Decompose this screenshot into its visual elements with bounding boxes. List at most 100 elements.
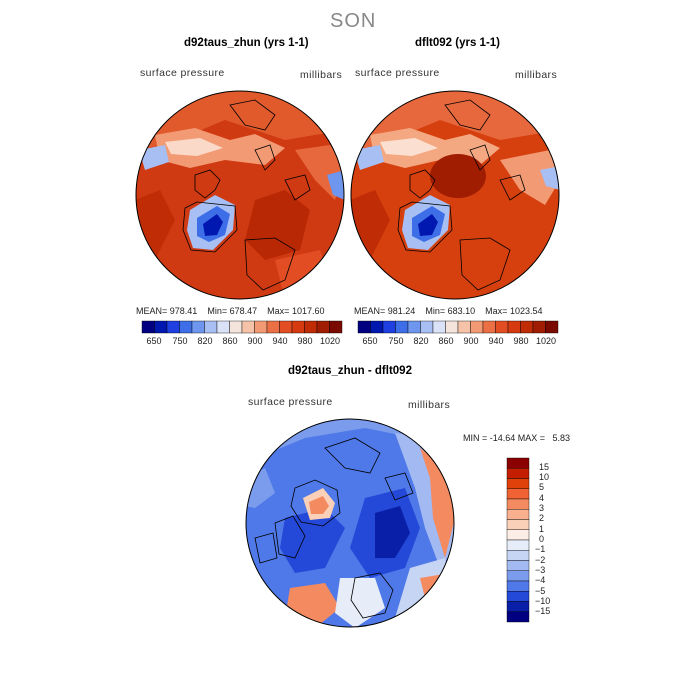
colorbar-swatch [506,468,530,479]
panel-1-min-value: 678.47 [229,306,258,316]
colorbar-swatch [457,320,471,334]
colorbar-swatch [506,560,530,571]
cbar-tick: 860 [222,336,238,346]
colorbar-swatch [545,320,559,334]
colorbar-swatch [229,320,243,334]
panel-1-mean-label: MEAN= [136,306,168,316]
cbar-tick: 980 [513,336,529,346]
colorbar-swatch [304,320,318,334]
vcbar-label: 15 [539,462,550,472]
cbar-tick: 650 [362,336,378,346]
panel-1-variable-label: surface pressure [140,67,225,79]
colorbar-swatch [532,320,546,334]
cbar-tick: 650 [146,336,162,346]
colorbar-swatch [507,320,521,334]
page-title: SON [330,10,377,32]
cbar-tick: 940 [488,336,504,346]
vcbar-label: 1 [539,524,545,534]
cbar-tick: 940 [272,336,288,346]
panel-1-stats: MEAN= 978.41 Min= 678.47 Max= 1017.60 [136,306,324,316]
colorbar-swatch [506,550,530,561]
colorbar-swatch [329,320,343,334]
colorbar-swatch [445,320,459,334]
cbar-tick: 1020 [319,336,341,346]
vcbar-label: 5 [539,482,545,492]
panel-1-mean-value: 978.41 [169,306,198,316]
panel-3-title: d92taus_zhun - dflt092 [288,365,412,377]
colorbar-swatch [506,457,530,469]
colorbar-swatch [216,320,230,334]
cbar-tick: 980 [297,336,313,346]
colorbar-swatch [279,320,293,334]
colorbar-swatch [179,320,193,334]
vcbar-label: −10 [535,596,551,606]
panel-2-min-value: 683.10 [447,306,476,316]
panel-1-map [135,90,345,300]
vcbar-label: −15 [535,606,551,616]
panel-2-mean-value: 981.24 [387,306,416,316]
panel-3-colorbar-labels: 15 10 5 4 3 2 1 0 −1 −2 −3 −4 −5 −10 −15 [535,458,575,628]
cbar-tick: 820 [413,336,429,346]
panel-2-stats: MEAN= 981.24 Min= 683.10 Max= 1023.54 [354,306,542,316]
colorbar-swatch [204,320,218,334]
colorbar-swatch [506,539,530,551]
vcbar-label: 10 [539,472,550,482]
colorbar-swatch [506,591,530,602]
colorbar-swatch [506,580,530,592]
colorbar-swatch [506,519,530,530]
vcbar-label: 3 [539,503,545,513]
colorbar-swatch [266,320,280,334]
colorbar-swatch [506,570,530,582]
colorbar-swatch [506,601,530,612]
cbar-tick: 900 [247,336,263,346]
panel-3-variable-label: surface pressure [248,396,333,408]
colorbar-swatch [316,320,330,334]
colorbar-swatch [420,320,434,334]
colorbar-swatch [191,320,205,334]
panel-3-minmax: MIN = -14.64 MAX = 5.83 [463,433,571,443]
panel-2-units-label: millibars [515,69,558,81]
panel-3-map [245,418,455,628]
cbar-tick: 750 [388,336,404,346]
colorbar-swatch [370,320,384,334]
vcbar-label: 0 [539,534,545,544]
colorbar-swatch [166,320,180,334]
vcbar-label: −2 [535,555,546,565]
panel-1-max-value: 1017.60 [291,306,325,316]
cbar-tick: 750 [172,336,188,346]
colorbar-swatch [141,320,155,334]
colorbar-swatch [291,320,305,334]
panel-3-units-label: millibars [408,399,451,411]
panel-2-max-value: 1023.54 [509,306,543,316]
panel-1-title: d92taus_zhun (yrs 1-1) [184,37,309,49]
colorbar-swatch [482,320,496,334]
panel-1-min-label: Min= [207,306,228,316]
vcbar-label: −3 [535,565,546,575]
panel-1-colorbar-ticks: 650 750 820 860 900 940 980 1020 [142,336,342,348]
panel-1-max-label: Max= [267,306,290,316]
vcbar-label: 4 [539,493,545,503]
vcbar-label: 2 [539,513,545,523]
colorbar-swatch [395,320,409,334]
colorbar-swatch [357,320,371,334]
colorbar-swatch [506,529,530,541]
panel-3-colorbar [506,457,530,623]
cbar-tick: 820 [197,336,213,346]
colorbar-swatch [241,320,255,334]
panel-1-units-label: millibars [300,69,343,81]
colorbar-swatch [506,478,530,489]
panel-2-colorbar-ticks: 650 750 820 860 900 940 980 1020 [358,336,558,348]
panel-2-map [350,90,560,300]
panel-2-variable-label: surface pressure [355,67,440,79]
colorbar-swatch [254,320,268,334]
vcbar-label: −5 [535,586,546,596]
colorbar-swatch [407,320,421,334]
panel-2-colorbar [357,320,559,334]
colorbar-swatch [506,611,530,623]
vcbar-label: −1 [535,544,546,554]
colorbar-swatch [470,320,484,334]
colorbar-swatch [506,509,530,520]
colorbar-swatch [432,320,446,334]
panel-2-mean-label: MEAN= [354,306,386,316]
colorbar-swatch [382,320,396,334]
